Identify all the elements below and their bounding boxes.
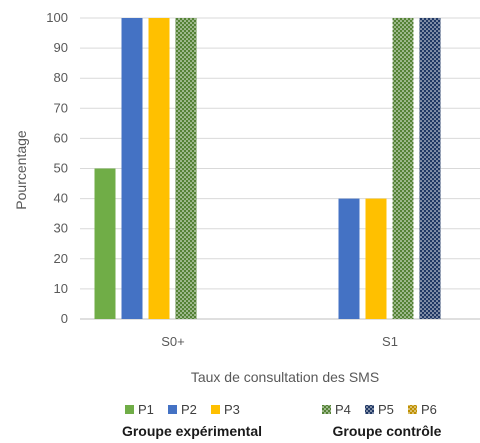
bar-p3-s0 (148, 18, 170, 319)
legend-swatch-p5 (365, 405, 374, 414)
x-tick-label: S1 (382, 334, 398, 349)
x-axis-ticks: S0+ S1 (161, 334, 398, 349)
bars (94, 18, 441, 319)
legend-swatch-p4 (322, 405, 331, 414)
legend-swatch-p1 (125, 405, 134, 414)
bar-p2-s0 (121, 18, 143, 319)
y-tick-label: 60 (54, 130, 68, 145)
bar-p3-s1 (365, 198, 387, 319)
legend-swatch-p6 (408, 405, 417, 414)
y-tick-label: 20 (54, 251, 68, 266)
y-axis-title: Pourcentage (13, 130, 29, 210)
x-axis-title: Taux de consultation des SMS (191, 369, 379, 385)
bar-p2-s1 (338, 198, 360, 319)
y-tick-label: 100 (46, 10, 68, 25)
y-tick-label: 30 (54, 221, 68, 236)
bar-p4-s1 (392, 18, 414, 319)
y-tick-label: 40 (54, 191, 68, 206)
legend-label-p3: P3 (224, 402, 240, 417)
legend: P1 P2 P3 Groupe expérimental P4 P5 P6 Groupe co… (122, 402, 442, 439)
legend-group-title: Groupe expérimental (122, 423, 262, 439)
y-tick-label: 10 (54, 281, 68, 296)
legend-label-p5: P5 (378, 402, 394, 417)
y-tick-label: 0 (61, 311, 68, 326)
legend-label-p4: P4 (335, 402, 351, 417)
y-tick-label: 50 (54, 161, 68, 176)
y-axis-ticks: 0 10 20 30 40 50 60 70 80 90 100 (46, 10, 68, 326)
legend-label-p1: P1 (138, 402, 154, 417)
bar-p4-s0 (175, 18, 197, 319)
y-tick-label: 80 (54, 70, 68, 85)
legend-group-title: Groupe contrôle (333, 423, 442, 439)
bar-p1-s0 (94, 168, 116, 319)
legend-label-p6: P6 (421, 402, 437, 417)
y-tick-label: 70 (54, 100, 68, 115)
legend-label-p2: P2 (181, 402, 197, 417)
y-tick-label: 90 (54, 40, 68, 55)
x-tick-label: S0+ (161, 334, 185, 349)
legend-swatch-p3 (211, 405, 220, 414)
legend-swatch-p2 (168, 405, 177, 414)
bar-p5-s1 (419, 18, 441, 319)
